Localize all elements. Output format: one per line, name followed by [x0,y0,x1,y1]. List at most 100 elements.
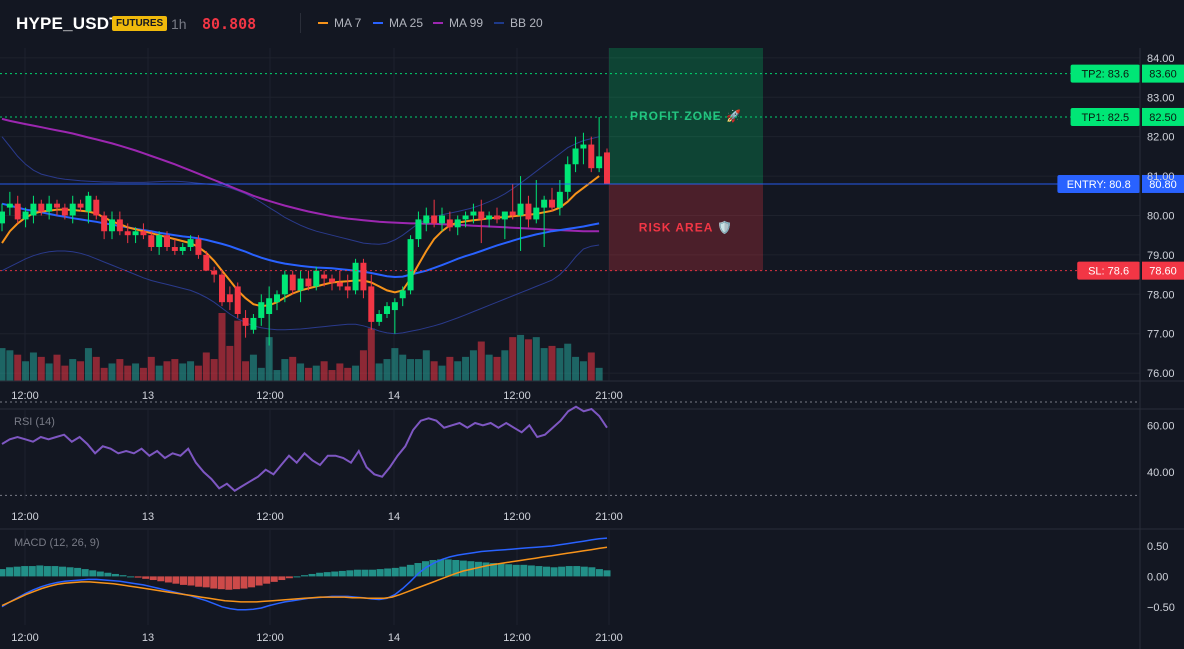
rsi-title: RSI (14) [14,416,55,428]
volume-bar [454,361,462,381]
candle-body [596,156,603,169]
macd-histogram-bar [270,576,278,582]
volume-bar [414,359,422,381]
volume-bar [179,363,187,381]
volume-bar [45,363,53,381]
legend-ma7-label: MA 7 [334,16,362,30]
legend-bb20[interactable]: BB 20 [494,16,543,30]
macd-histogram-bar [13,566,21,577]
time-axis-tick: 13 [142,511,154,523]
volume-bar [22,361,30,381]
candle-body [407,239,414,291]
time-axis-tick: 12:00 [256,632,284,644]
candle-body [572,148,579,165]
bb20-swatch [494,22,504,24]
symbol-name[interactable]: HYPE_USDT [16,14,120,33]
ma99-line [1,117,600,233]
profit-zone [609,48,763,184]
macd-histogram-bar [195,576,203,587]
macd-histogram-bar [142,576,150,579]
macd-histogram-bar [338,570,346,577]
macd-histogram-bar [157,576,165,582]
macd-histogram-bar [172,576,180,584]
time-axis-tick: 21:00 [595,632,623,644]
candle-body [171,247,178,251]
macd-histogram-bar [217,576,225,590]
macd-histogram-bar [36,565,44,577]
candle-body [580,144,587,149]
macd-histogram-bar [66,567,74,577]
candle-body [156,235,163,248]
volume-bar [485,354,493,381]
time-axis-tick: 21:00 [595,390,623,402]
macd-histogram-bar [293,576,301,578]
macd-histogram-bar [520,564,528,577]
price-axis-tag-text: 78.60 [1149,266,1177,278]
volume-bar [399,354,407,381]
macd-histogram-bar [369,569,377,577]
volume-bar [281,359,289,381]
macd-histogram-bar [353,569,361,577]
macd-histogram-bar [384,568,392,577]
macd-histogram-bar [28,566,36,577]
legend-ma25[interactable]: MA 25 [373,16,423,30]
candle-body [564,164,571,192]
volume-bar [595,367,603,381]
volume-bar [0,348,6,381]
macd-histogram-bar [180,576,187,585]
volume-bar [210,359,218,381]
macd-histogram-bar [474,561,482,577]
candle-body [116,219,123,232]
legend-ma99[interactable]: MA 99 [433,16,483,30]
candle-body [132,231,139,236]
chart-header: HYPE_USDT FUTURES 1h 80.808 MA 7 MA 25 M… [0,0,1184,48]
macd-histogram-bar [406,564,414,577]
volume-bar [579,361,587,381]
price-axis-tag-text: 82.50 [1149,112,1177,124]
volume-bar [462,356,470,381]
macd-histogram-bar [376,569,384,577]
candle-body [250,317,257,330]
macd-histogram-bar [535,566,543,577]
rsi-line [1,405,608,492]
price-axis-tick: 81.00 [1147,171,1175,183]
candle-body [486,215,493,220]
level-tag [1070,64,1140,83]
bb-upper-line [1,136,600,245]
price-axis-tick: 77.00 [1147,329,1175,341]
candle-body [289,274,296,291]
volume-bar [289,356,297,381]
macd-histogram-bar [164,576,172,583]
level-tag [1077,261,1140,280]
bb-lower-line [1,244,600,335]
legend-ma7[interactable]: MA 7 [318,16,361,30]
ma25-swatch [373,22,383,24]
volume-bar [132,363,140,381]
futures-badge: FUTURES [112,16,168,31]
candle-body [368,286,375,322]
time-axis-tick: 12:00 [503,632,531,644]
volume-bar [367,328,375,381]
volume-bar [493,356,501,381]
candle-body [399,290,406,299]
timeframe-selector[interactable]: 1h [171,16,187,32]
macd-histogram-bar [558,566,566,577]
ma25-line [1,202,600,279]
macd-histogram-bar [452,559,460,577]
candle-body [305,278,312,287]
candle-body [462,215,469,220]
time-axis-tick: 13 [142,632,154,644]
volume-bar [155,365,163,381]
candle-body [352,262,359,291]
volume-bar [139,367,147,381]
volume-bar [391,348,399,381]
ma7-swatch [318,22,328,24]
candle-body [164,235,170,248]
candle-body [22,211,29,220]
candle-body [541,199,548,208]
price-axis-tag-text: 83.60 [1149,69,1177,81]
macd-histogram-bar [232,576,240,590]
candle-body [454,219,461,228]
price-axis-tag [1142,174,1184,193]
